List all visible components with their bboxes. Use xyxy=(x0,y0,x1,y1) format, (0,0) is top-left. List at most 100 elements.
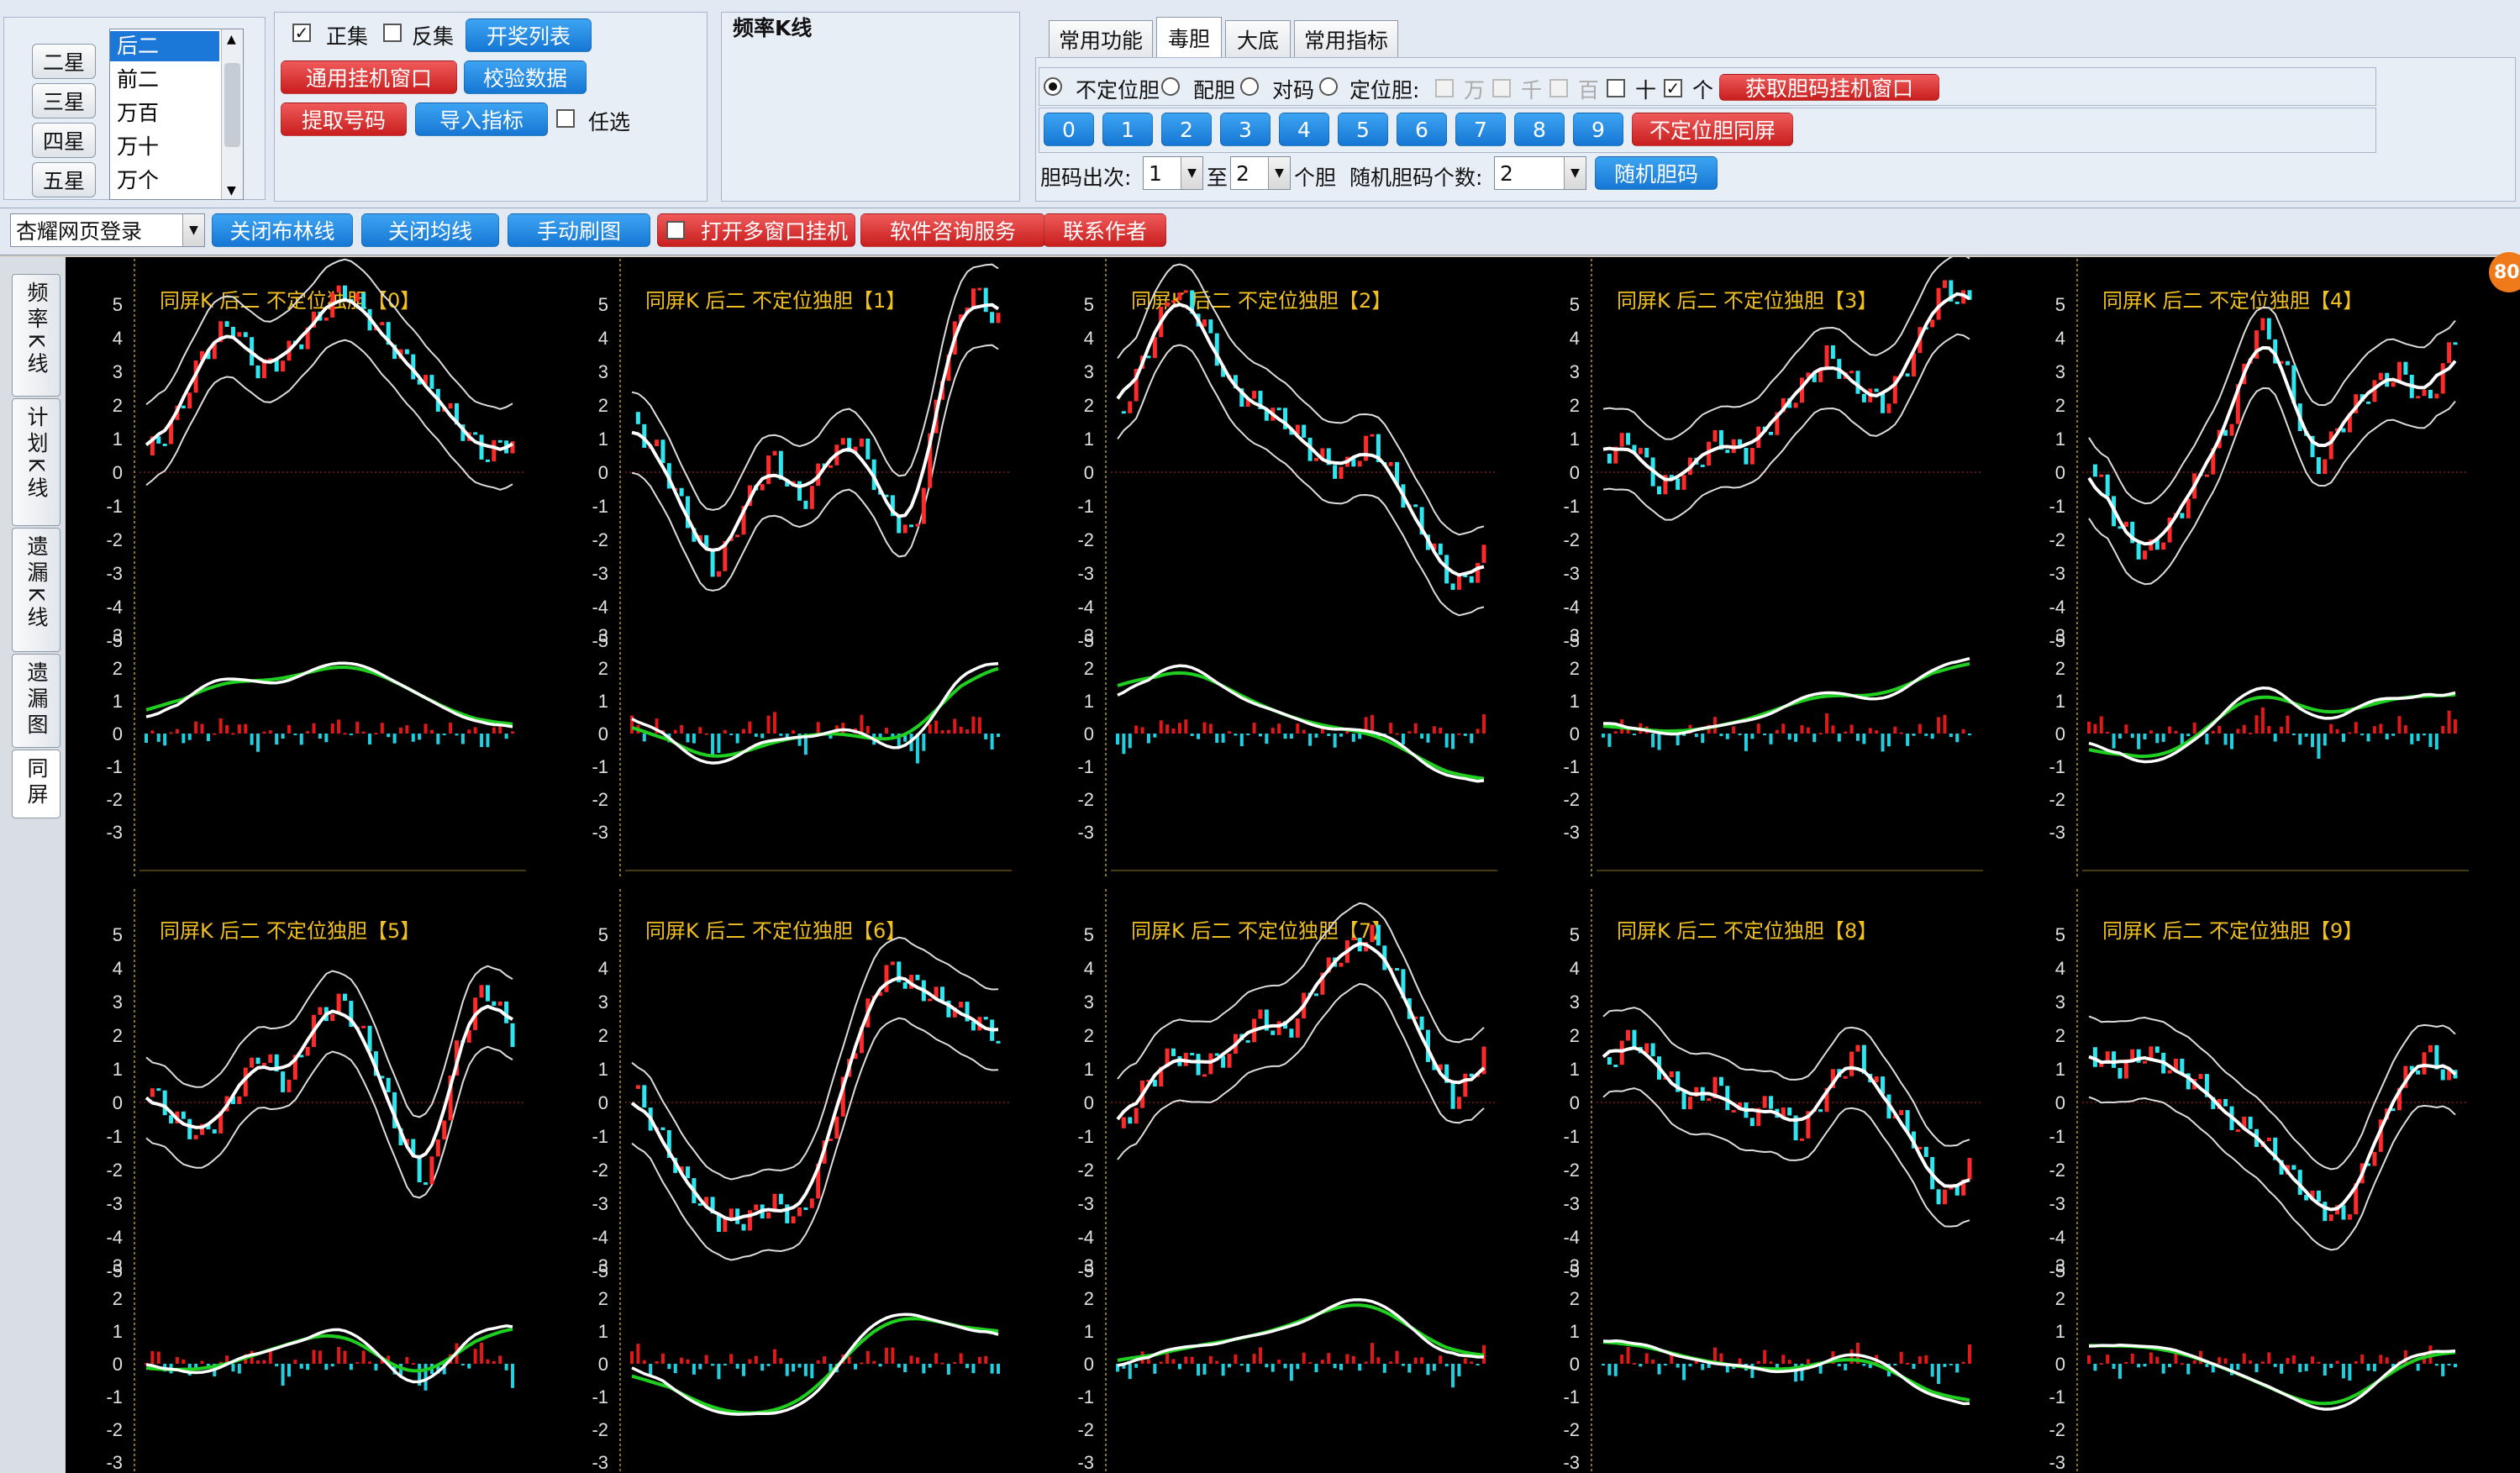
list-scrollbar[interactable]: ▲ ▼ xyxy=(221,29,243,199)
scroll-down-icon[interactable]: ▼ xyxy=(227,184,236,197)
histogram-bar xyxy=(735,1364,739,1369)
side-tab-tongping[interactable]: 同屏 xyxy=(12,750,61,818)
histogram-bar xyxy=(1961,1361,1965,1364)
tab-dadi[interactable]: 大底 xyxy=(1225,20,1291,57)
tongping-button[interactable]: 不定位胆同屏 xyxy=(1632,113,1793,146)
daoru-button[interactable]: 导入指标 xyxy=(415,103,548,136)
multi-window-checkbox[interactable] xyxy=(666,221,685,239)
list-item[interactable]: 万个 xyxy=(117,168,160,192)
dropdown-arrow-icon[interactable]: ▼ xyxy=(1564,157,1586,189)
tiqu-button[interactable]: 提取号码 xyxy=(281,103,407,136)
scroll-up-icon[interactable]: ▲ xyxy=(227,33,236,46)
candle xyxy=(840,1076,845,1117)
list-item[interactable]: 后二 xyxy=(110,31,219,61)
notification-badge[interactable]: 80 xyxy=(2489,252,2520,292)
multi-window-button[interactable]: 打开多窗口挂机 xyxy=(657,213,855,247)
number-button-1[interactable]: 1 xyxy=(1102,113,1153,146)
close-bollinger-button[interactable]: 关闭布林线 xyxy=(212,213,353,247)
zhengji-checkbox[interactable]: ✓ xyxy=(292,24,311,42)
tick-label: 1 xyxy=(598,691,608,712)
candle xyxy=(853,446,858,452)
histogram-bar xyxy=(1444,1364,1449,1367)
close-ma-button[interactable]: 关闭均线 xyxy=(361,213,499,247)
renxuan-checkbox[interactable] xyxy=(556,109,575,128)
pos-checkbox-shi[interactable] xyxy=(1607,79,1625,97)
number-button-3[interactable]: 3 xyxy=(1220,113,1271,146)
candle xyxy=(510,441,515,454)
number-button-8[interactable]: 8 xyxy=(1514,113,1565,146)
pos-checkbox-wan[interactable] xyxy=(1435,79,1454,97)
consult-button[interactable]: 软件咨询服务 xyxy=(860,213,1045,247)
get-dudan-button[interactable]: 获取胆码挂机窗口 xyxy=(1719,74,1939,101)
mode-radio-peidan[interactable] xyxy=(1161,77,1180,96)
fanji-checkbox[interactable] xyxy=(383,24,402,42)
tab-common[interactable]: 常用功能 xyxy=(1049,20,1153,57)
number-button-6[interactable]: 6 xyxy=(1397,113,1447,146)
star-button-5[interactable]: 五星 xyxy=(32,162,96,197)
candle xyxy=(2291,365,2296,404)
histogram-bar xyxy=(250,734,254,745)
random-dudan-button[interactable]: 随机胆码 xyxy=(1595,156,1718,190)
dropdown-arrow-icon[interactable]: ▼ xyxy=(1181,157,1202,189)
dropdown-arrow-icon[interactable]: ▼ xyxy=(182,214,204,246)
histogram-bar xyxy=(156,1351,160,1364)
side-tab-plan[interactable]: 计划K线 xyxy=(12,398,61,526)
rand-count-select[interactable]: 2 ▼ xyxy=(1494,156,1586,190)
position-listbox[interactable]: 后二 前二 万百 万十 万个 ▲ ▼ xyxy=(109,29,244,200)
tick-label: -2 xyxy=(1563,789,1580,810)
tick-label: 0 xyxy=(113,462,123,483)
candle xyxy=(497,439,502,443)
tab-indicators[interactable]: 常用指标 xyxy=(1294,20,1398,57)
number-button-2[interactable]: 2 xyxy=(1161,113,1212,146)
tab-dudan[interactable]: 毒胆 xyxy=(1156,17,1222,57)
histogram-bar xyxy=(2087,1355,2091,1364)
times-to-select[interactable]: 2 ▼ xyxy=(1230,156,1291,190)
times-from-select[interactable]: 1 ▼ xyxy=(1143,156,1203,190)
number-button-4[interactable]: 4 xyxy=(1279,113,1329,146)
mode-radio-budingwei[interactable] xyxy=(1044,77,1062,96)
contact-button[interactable]: 联系作者 xyxy=(1044,213,1166,247)
star-button-2[interactable]: 二星 xyxy=(32,44,96,79)
side-tab-omit-chart[interactable]: 遗漏图 xyxy=(12,654,61,748)
candle xyxy=(2223,429,2228,436)
list-item[interactable]: 前二 xyxy=(117,67,160,92)
list-item[interactable]: 万百 xyxy=(117,101,160,125)
pos-checkbox-qian[interactable] xyxy=(1492,79,1511,97)
manual-refresh-button[interactable]: 手动刷图 xyxy=(508,213,650,247)
histogram-bar xyxy=(1476,1364,1480,1365)
pos-checkbox-ge[interactable]: ✓ xyxy=(1664,79,1682,97)
histogram-bar xyxy=(324,1364,329,1370)
histogram-bar xyxy=(169,732,173,734)
bollinger-lower xyxy=(2088,387,2456,586)
dropdown-arrow-icon[interactable]: ▼ xyxy=(1268,157,1290,189)
star-button-4[interactable]: 四星 xyxy=(32,123,96,158)
candle xyxy=(2242,1116,2247,1130)
histogram-bar xyxy=(772,712,776,734)
candle xyxy=(1954,301,1960,304)
guaji-button[interactable]: 通用挂机窗口 xyxy=(281,60,457,94)
jiaoyan-button[interactable]: 校验数据 xyxy=(464,60,587,94)
side-tab-omit[interactable]: 遗漏K线 xyxy=(12,528,61,652)
mode-radio-duima[interactable] xyxy=(1240,77,1259,96)
histogram-bar xyxy=(418,734,422,740)
kaijiang-button[interactable]: 开奖列表 xyxy=(466,18,592,52)
login-select[interactable]: 杏耀网页登录 ▼ xyxy=(10,213,205,247)
histogram-bar xyxy=(2099,716,2103,734)
histogram-bar xyxy=(1134,725,1139,734)
mode-radio-dingwei[interactable] xyxy=(1319,77,1338,96)
number-button-7[interactable]: 7 xyxy=(1455,113,1506,146)
side-tab-freq[interactable]: 频率K线 xyxy=(12,274,61,397)
candle xyxy=(1607,1057,1612,1065)
pos-checkbox-bai[interactable] xyxy=(1549,79,1568,97)
star-button-3[interactable]: 三星 xyxy=(32,83,96,118)
scroll-thumb[interactable] xyxy=(224,63,240,147)
list-item[interactable]: 万十 xyxy=(117,134,160,159)
candle xyxy=(1663,1076,1668,1080)
number-button-9[interactable]: 9 xyxy=(1573,113,1623,146)
tick-label: 2 xyxy=(598,1288,608,1309)
histogram-bar xyxy=(1333,1364,1337,1369)
number-button-0[interactable]: 0 xyxy=(1044,113,1094,146)
number-button-5[interactable]: 5 xyxy=(1338,113,1388,146)
candle xyxy=(1942,280,1947,288)
candle xyxy=(1264,1009,1269,1031)
